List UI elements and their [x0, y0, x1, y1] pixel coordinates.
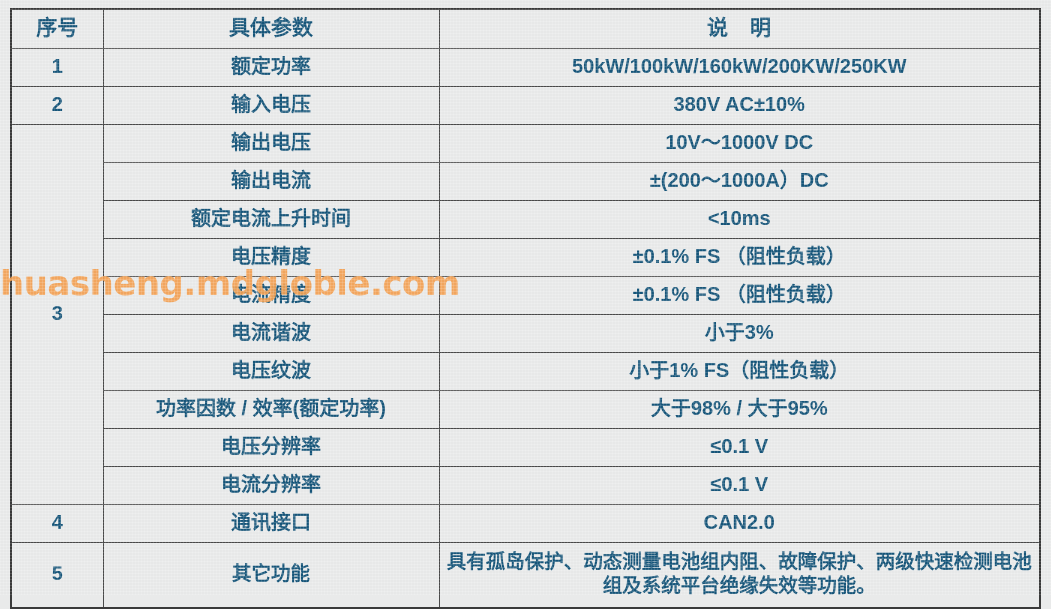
table-row: 电流精度 ±0.1% FS （阻性负载）: [11, 276, 1041, 315]
row-param: 电压分辨率: [102, 428, 440, 467]
table-row: 电压纹波 小于1% FS（阻性负载）: [11, 352, 1041, 391]
row-desc: 小于1% FS（阻性负载）: [438, 352, 1041, 391]
row-desc: CAN2.0: [438, 504, 1041, 543]
row-number: 5: [10, 542, 104, 609]
row-desc: 10V～1000V DC: [438, 124, 1041, 163]
row-param: 输出电压: [102, 124, 440, 163]
row-desc: 小于3%: [438, 314, 1041, 353]
row-desc: 具有孤岛保护、动态测量电池组内阻、故障保护、两级快速检测电池组及系统平台绝缘失效…: [438, 542, 1041, 609]
table-row: 4 通讯接口 CAN2.0: [10, 504, 1041, 543]
row-param: 输出电流: [102, 162, 440, 201]
row-param: 电流谐波: [102, 314, 440, 353]
row-desc: ≤0.1 V: [438, 428, 1041, 467]
row-number: 1: [10, 48, 104, 87]
table-row: 电流谐波 小于3%: [11, 314, 1041, 353]
row-desc: ±0.1% FS （阻性负载）: [438, 276, 1041, 315]
table-row: 2 输入电压 380V AC±10%: [10, 86, 1041, 125]
table-header-row: 序号 具体参数 说 明: [10, 8, 1041, 49]
row-desc: 50kW/100kW/160kW/200KW/250KW: [438, 48, 1041, 87]
table-row: 电压分辨率 ≤0.1 V: [11, 428, 1041, 467]
row-param: 电流分辨率: [102, 466, 440, 505]
row-number: 2: [10, 86, 104, 125]
row-number: 4: [10, 504, 104, 543]
row-number-merged: 3: [10, 124, 104, 505]
table-row: 功率因数 / 效率(额定功率) 大于98% / 大于95%: [11, 390, 1041, 429]
specification-table: 序号 具体参数 说 明 1 额定功率 50kW/100kW/160kW/200K…: [10, 8, 1041, 609]
table-row: 3 输出电压 10V～1000V DC: [10, 124, 1041, 505]
row-param: 额定电流上升时间: [102, 200, 440, 239]
table-row: 5 其它功能 具有孤岛保护、动态测量电池组内阻、故障保护、两级快速检测电池组及系…: [10, 542, 1041, 609]
row-param: 额定功率: [102, 48, 440, 87]
column-header-param: 具体参数: [102, 8, 440, 49]
row-desc: 380V AC±10%: [438, 86, 1041, 125]
row-param: 电压精度: [102, 238, 440, 277]
table-row: 额定电流上升时间 <10ms: [11, 200, 1041, 239]
row-desc: ±0.1% FS （阻性负载）: [438, 238, 1041, 277]
row-desc: ±(200～1000A）DC: [438, 162, 1041, 201]
table-row: 输出电流 ±(200～1000A）DC: [11, 162, 1041, 201]
row-param: 输入电压: [102, 86, 440, 125]
row-param: 电流精度: [102, 276, 440, 315]
table-row: 1 额定功率 50kW/100kW/160kW/200KW/250KW: [10, 48, 1041, 87]
table-row: 电压精度 ±0.1% FS （阻性负载）: [11, 238, 1041, 277]
row-param: 功率因数 / 效率(额定功率): [102, 390, 440, 429]
row-param: 其它功能: [102, 542, 440, 609]
column-header-desc: 说 明: [438, 8, 1041, 49]
spec-sheet: 序号 具体参数 说 明 1 额定功率 50kW/100kW/160kW/200K…: [10, 8, 1041, 609]
row-param: 通讯接口: [102, 504, 440, 543]
column-header-no: 序号: [10, 8, 104, 49]
row-param: 电压纹波: [102, 352, 440, 391]
table-row: 电流分辨率 ≤0.1 V: [11, 466, 1041, 505]
row-desc: <10ms: [438, 200, 1041, 239]
row-desc: ≤0.1 V: [438, 466, 1041, 505]
row-desc: 大于98% / 大于95%: [438, 390, 1041, 429]
